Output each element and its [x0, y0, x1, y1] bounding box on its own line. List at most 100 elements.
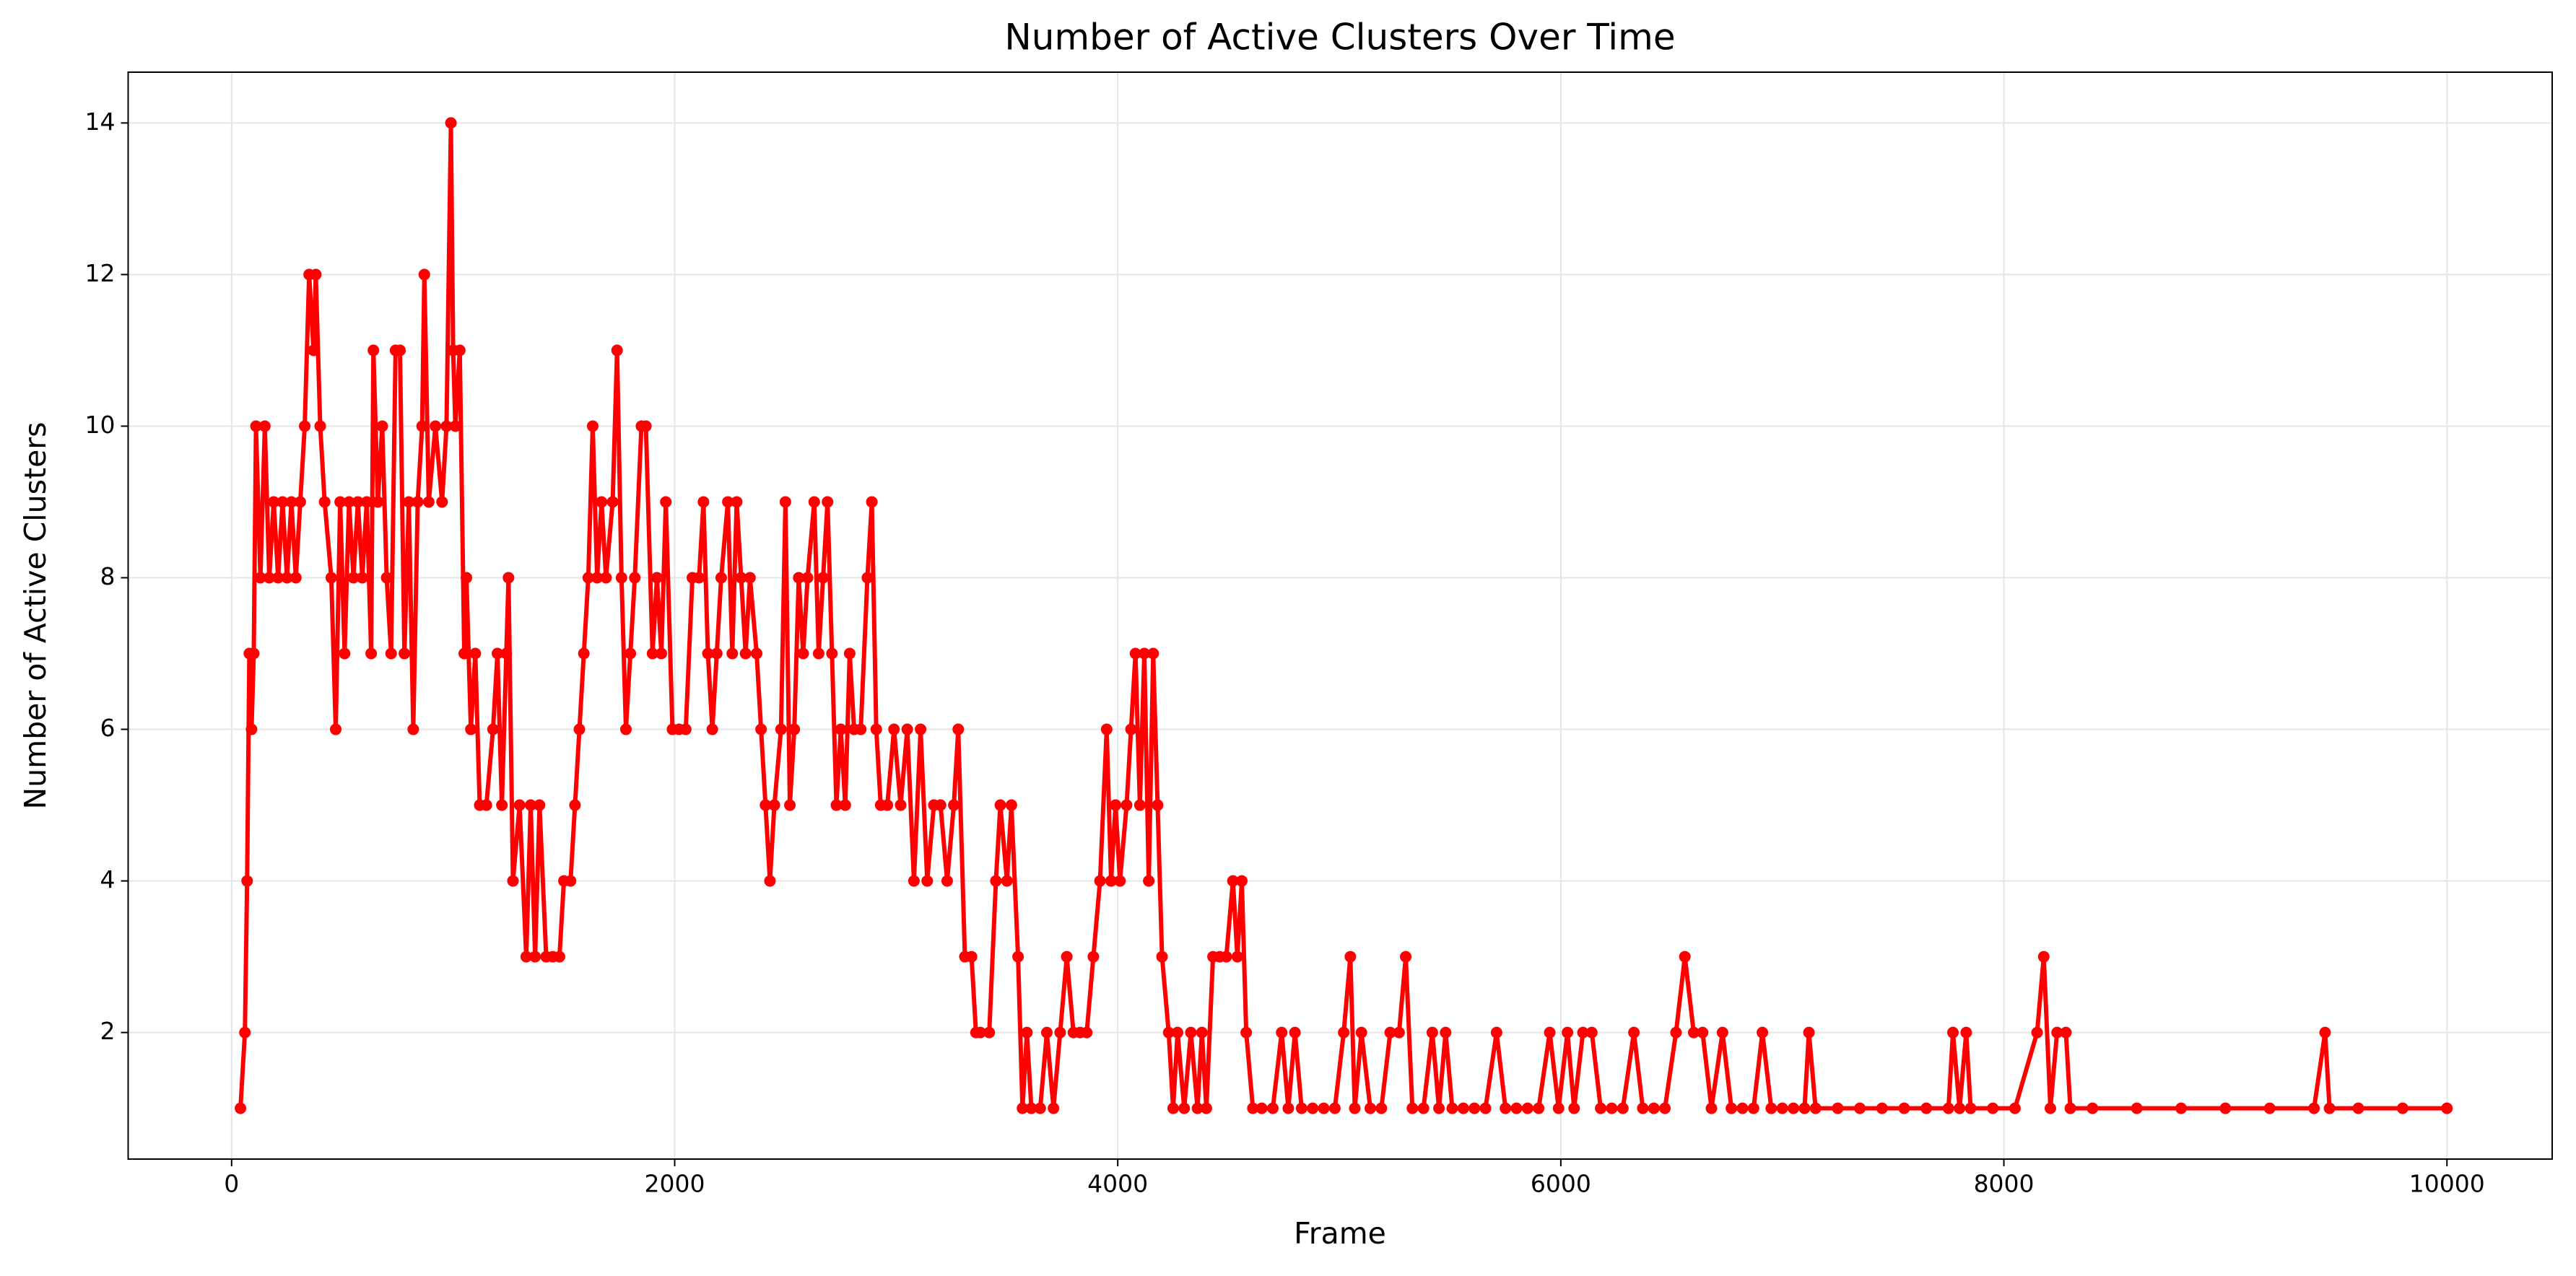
data-point [775, 723, 787, 735]
data-point [1406, 1102, 1419, 1114]
data-point [534, 799, 546, 811]
data-point [1521, 1102, 1533, 1114]
data-point [596, 496, 608, 508]
data-point [1716, 1026, 1728, 1039]
data-point [715, 572, 727, 584]
data-point [629, 572, 641, 584]
x-tick-label: 8000 [1974, 1170, 2035, 1198]
data-point [797, 647, 809, 660]
data-point [788, 723, 801, 735]
y-tick-label: 14 [85, 108, 116, 136]
data-point [250, 420, 262, 432]
data-point [1125, 723, 1137, 735]
data-point [258, 420, 271, 432]
data-point [436, 496, 448, 508]
data-point [492, 647, 504, 660]
data-point [1185, 1026, 1197, 1039]
data-point [412, 496, 424, 508]
data-point [1585, 1026, 1598, 1039]
x-tick-label: 0 [224, 1170, 239, 1198]
data-point [591, 572, 604, 584]
data-point [2031, 1026, 2043, 1039]
data-point [1479, 1102, 1492, 1114]
data-point [1659, 1102, 1671, 1114]
data-point [1765, 1102, 1777, 1114]
data-point [1500, 1102, 1512, 1114]
data-point [1628, 1026, 1640, 1039]
data-point [2037, 951, 2050, 963]
data-point [1446, 1102, 1458, 1114]
data-point [1054, 1026, 1066, 1039]
data-point [1606, 1102, 1618, 1114]
data-point [1048, 1102, 1060, 1114]
data-point [1687, 1026, 1700, 1039]
data-point [1152, 799, 1164, 811]
data-point [1017, 1102, 1029, 1114]
data-point [1349, 1102, 1361, 1114]
data-point [1227, 875, 1239, 887]
data-point [268, 496, 280, 508]
data-point [1328, 1102, 1341, 1114]
data-point [1577, 1026, 1589, 1039]
data-point [1236, 875, 1248, 887]
data-point [1942, 1102, 1954, 1114]
data-point [1832, 1102, 1844, 1114]
data-point [367, 344, 380, 357]
data-point [855, 723, 867, 735]
plot-frame [127, 71, 2553, 1160]
data-point [314, 420, 326, 432]
data-point [285, 496, 297, 508]
data-point [1040, 1026, 1053, 1039]
y-tick-label: 4 [100, 865, 116, 893]
data-point [1133, 799, 1146, 811]
data-point [744, 572, 756, 584]
data-point [1648, 1102, 1660, 1114]
data-point [983, 1026, 996, 1039]
data-point [1854, 1102, 1866, 1114]
data-point [299, 420, 311, 432]
data-point [861, 572, 874, 584]
data-point [625, 647, 637, 660]
data-point [1776, 1102, 1788, 1114]
data-point [793, 572, 805, 584]
data-point [1025, 1102, 1037, 1114]
data-point [525, 799, 537, 811]
data-point [1433, 1102, 1445, 1114]
data-point [1544, 1026, 1556, 1039]
data-point [1338, 1026, 1350, 1039]
data-point [239, 1026, 251, 1039]
data-point [1562, 1026, 1574, 1039]
data-point [646, 647, 658, 660]
y-tick-label: 12 [85, 259, 116, 287]
data-point [365, 647, 378, 660]
data-point [640, 420, 652, 432]
data-point [1946, 1026, 1959, 1039]
data-point [520, 951, 532, 963]
data-point [334, 496, 347, 508]
x-axis-label: Frame [1294, 1216, 1386, 1251]
data-point [582, 572, 594, 584]
data-point [440, 420, 453, 432]
data-point [866, 496, 878, 508]
data-point [764, 875, 776, 887]
data-point [1954, 1102, 1966, 1114]
data-point [1705, 1102, 1718, 1114]
x-tick-label: 10000 [2409, 1170, 2485, 1198]
data-point [1757, 1026, 1769, 1039]
data-point [502, 572, 515, 584]
data-point [380, 572, 393, 584]
data-point [2175, 1102, 2188, 1114]
data-point [254, 572, 266, 584]
data-point [1898, 1102, 1910, 1114]
data-point [1747, 1102, 1759, 1114]
data-point [1276, 1026, 1288, 1039]
data-point [1960, 1026, 1972, 1039]
data-point [399, 647, 411, 660]
chart-title: Number of Active Clusters Over Time [1004, 17, 1675, 58]
data-point [1417, 1102, 1430, 1114]
data-point [347, 572, 360, 584]
data-point [2087, 1102, 2099, 1114]
data-point [1307, 1102, 1319, 1114]
data-point [784, 799, 796, 811]
